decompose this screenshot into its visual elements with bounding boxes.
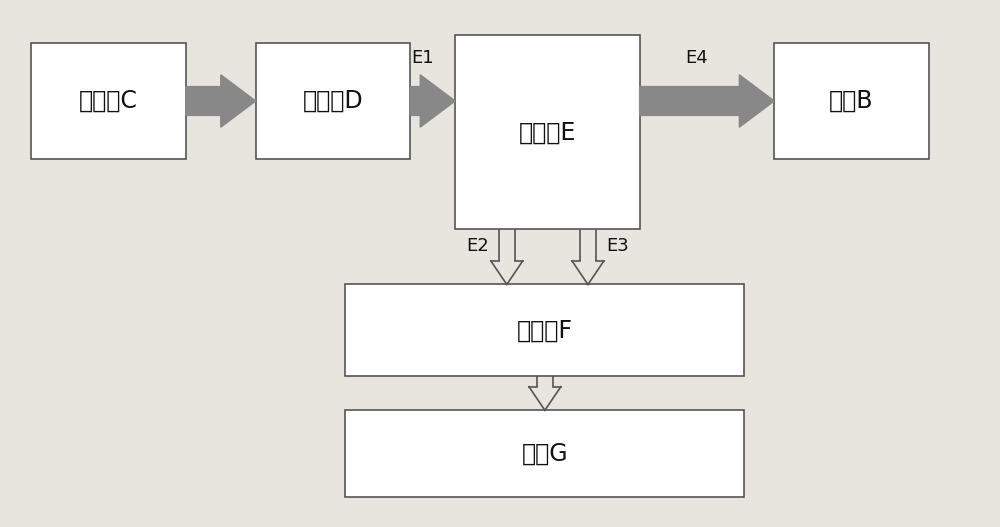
Bar (345, 411, 744, 497)
Text: 分动筱E: 分动筱E (519, 121, 576, 144)
Text: E4: E4 (686, 49, 708, 67)
Text: 变速筱D: 变速筱D (303, 89, 363, 113)
Text: 上车B: 上车B (829, 89, 874, 113)
Polygon shape (410, 75, 455, 127)
Text: 发动机C: 发动机C (79, 89, 138, 113)
Text: 驱动桥F: 驱动桥F (517, 318, 573, 343)
Bar (774, 43, 929, 159)
Bar (31, 43, 186, 159)
Text: E1: E1 (411, 49, 434, 67)
Bar (256, 43, 410, 159)
Text: 轮胎G: 轮胎G (522, 442, 568, 465)
Text: E3: E3 (606, 238, 629, 256)
Bar (345, 285, 744, 376)
Bar (455, 35, 640, 229)
Text: E2: E2 (466, 238, 489, 256)
Polygon shape (186, 75, 256, 127)
Polygon shape (640, 75, 774, 127)
